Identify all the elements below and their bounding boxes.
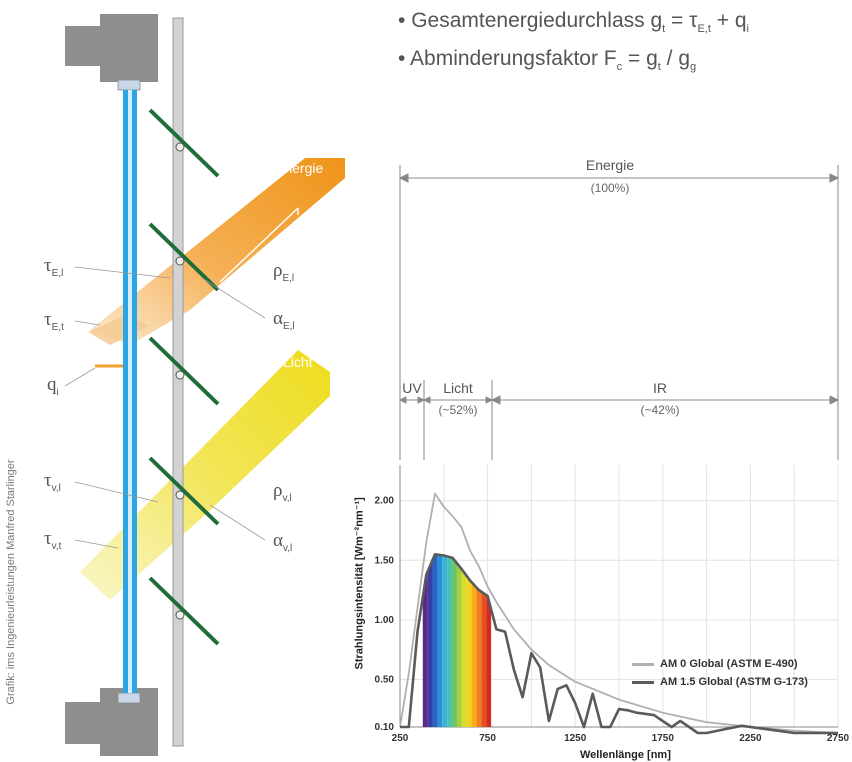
light-arrow bbox=[422, 396, 494, 404]
x-tick-label: 2250 bbox=[739, 733, 762, 744]
symbol-rho-vl: ρv,l bbox=[273, 480, 292, 504]
series-line-am0 bbox=[399, 492, 839, 734]
visible-spectrum-band bbox=[486, 595, 492, 727]
symbol-tau-vt: τv,t bbox=[44, 528, 62, 552]
symbol-alpha-vl: αv,l bbox=[273, 530, 293, 554]
symbol-rho-el: ρE,l bbox=[273, 260, 295, 284]
formula-abminderungsfaktor: • Abminderungsfaktor Fc = gt / gg bbox=[398, 47, 697, 74]
formula-gesamtenergiedurchlass: • Gesamtenergiedurchlass gt = τE,t + qi bbox=[398, 9, 749, 36]
leader-tau-vl bbox=[74, 481, 159, 503]
uv-range-label: UV bbox=[402, 380, 422, 396]
chart-legend: AM 0 Global (ASTM E-490) AM 1.5 Global (… bbox=[632, 655, 842, 695]
leader-alpha-vl bbox=[209, 504, 266, 541]
y-axis-title: Strahlungsintensität [Wm⁻²nm⁻¹] bbox=[353, 497, 366, 670]
glass-pane-outer bbox=[123, 90, 128, 693]
slat bbox=[148, 456, 220, 526]
y-tick-label: 1.00 bbox=[375, 615, 395, 626]
symbol-tau-vl: τv,l bbox=[44, 470, 61, 494]
blind-rail bbox=[172, 17, 184, 747]
x-tick-label: 1250 bbox=[564, 733, 587, 744]
light-beam-label: Licht bbox=[283, 354, 313, 370]
legend-item-am15: AM 1.5 Global (ASTM G-173) bbox=[632, 673, 842, 691]
light-beam bbox=[80, 350, 330, 600]
visible-spectrum-band bbox=[466, 575, 472, 727]
visible-spectrum-band bbox=[422, 571, 428, 727]
slat bbox=[148, 108, 220, 178]
visible-spectrum-band bbox=[476, 587, 482, 727]
series-line-am15 bbox=[400, 553, 838, 735]
legend-swatch-am0 bbox=[632, 662, 654, 666]
x-tick-label: 750 bbox=[479, 733, 496, 744]
slat bbox=[148, 336, 220, 406]
symbol-alpha-el: αE,l bbox=[273, 308, 295, 332]
visible-spectrum-band bbox=[427, 560, 433, 727]
light-range-pct: (~52%) bbox=[438, 403, 478, 417]
slat bbox=[148, 576, 220, 646]
x-tick-label: 1750 bbox=[652, 733, 675, 744]
visible-spectrum-band bbox=[437, 554, 443, 727]
ir-range-label: IR bbox=[653, 380, 667, 396]
visible-spectrum-band bbox=[456, 563, 462, 727]
glass-pane-inner bbox=[132, 90, 137, 693]
light-reflect-line bbox=[221, 433, 296, 507]
visible-spectrum-band bbox=[442, 555, 448, 727]
leader-qi bbox=[64, 367, 96, 387]
leader-tau-et bbox=[74, 320, 101, 326]
frame-top-block-right bbox=[100, 14, 158, 82]
visible-spectrum-band bbox=[461, 569, 467, 727]
slat bbox=[148, 222, 220, 292]
legend-label-am0: AM 0 Global (ASTM E-490) bbox=[660, 658, 798, 670]
legend-swatch-am15 bbox=[632, 680, 654, 684]
y-tick-label: 1.50 bbox=[375, 555, 395, 566]
visible-spectrum-band bbox=[432, 554, 438, 727]
energy-arrow bbox=[398, 173, 840, 183]
symbol-tau-et: τE,t bbox=[44, 309, 64, 333]
glass-gap bbox=[128, 90, 132, 693]
legend-label-am15: AM 1.5 Global (ASTM G-173) bbox=[660, 676, 808, 688]
energy-range-pct: (100%) bbox=[590, 181, 630, 195]
leader-alpha-el bbox=[204, 279, 266, 319]
visible-spectrum-band bbox=[447, 556, 453, 727]
visible-spectrum-band bbox=[471, 582, 477, 727]
y-tick-label: 0.10 bbox=[375, 722, 395, 733]
formula-list: • Gesamtenergiedurchlass gt = τE,t + qi … bbox=[398, 6, 848, 82]
x-tick-label: 2750 bbox=[827, 733, 850, 744]
x-tick-label: 250 bbox=[392, 733, 409, 744]
leader-tau-vt bbox=[74, 539, 119, 549]
x-axis-title: Wellenlänge [nm] bbox=[580, 749, 671, 761]
visible-spectrum-band bbox=[452, 557, 457, 727]
symbol-tau-el: τE,l bbox=[44, 255, 64, 279]
uv-arrow bbox=[398, 396, 426, 404]
leader-tau-el bbox=[74, 266, 171, 279]
light-range-label: Licht bbox=[443, 380, 473, 396]
energy-beam-label: Energie bbox=[275, 160, 324, 176]
legend-item-am0: AM 0 Global (ASTM E-490) bbox=[632, 655, 842, 673]
symbol-qi: qi bbox=[47, 374, 59, 398]
ir-arrow bbox=[490, 395, 840, 405]
visible-spectrum-band bbox=[481, 591, 487, 727]
energy-beam bbox=[90, 158, 345, 345]
blind-slats bbox=[148, 108, 220, 646]
y-tick-label: 0.50 bbox=[375, 674, 395, 685]
y-tick-label: 2.00 bbox=[375, 496, 395, 507]
energy-range-label: Energie bbox=[585, 157, 635, 173]
energy-reflect-line bbox=[219, 207, 299, 283]
ir-range-pct: (~42%) bbox=[640, 403, 680, 417]
